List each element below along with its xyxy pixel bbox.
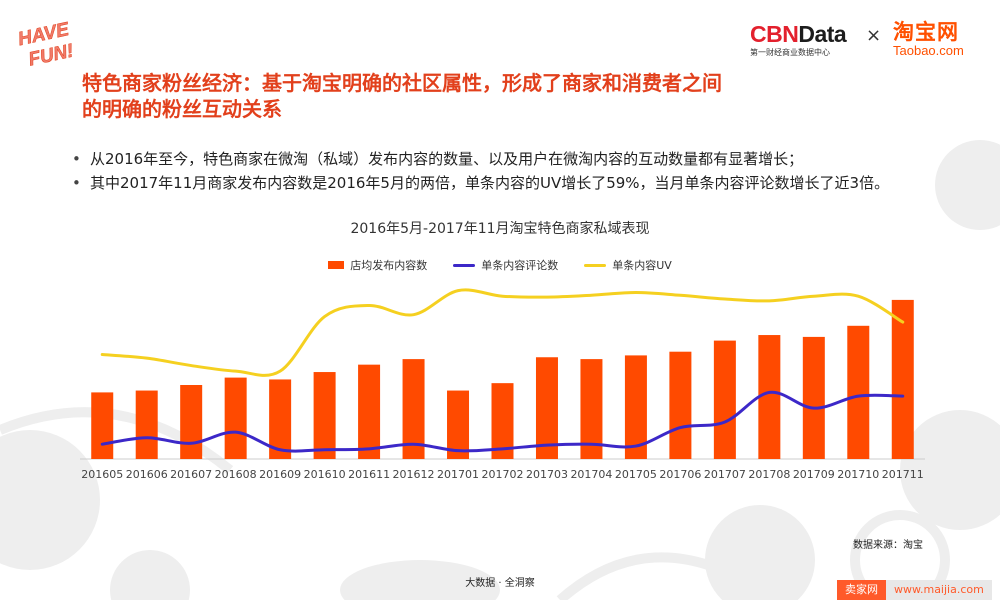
x-tick-label: 201705 xyxy=(615,468,657,481)
cbn-brand-b: Data xyxy=(798,21,847,47)
legend-label-bars: 店均发布内容数 xyxy=(350,259,428,272)
x-tick-label: 201610 xyxy=(304,468,346,481)
legend-swatch-comments xyxy=(453,263,476,267)
page-title: 特色商家粉丝经济：基于淘宝明确的社区属性，形成了商家和消费者之间 的明确的粉丝互… xyxy=(82,70,882,122)
legend-swatch-bars xyxy=(328,261,345,269)
bar xyxy=(535,357,558,459)
x-tick-label: 201707 xyxy=(704,468,746,481)
bullet-list: 从2016年至今，特色商家在微淘（私域）发布内容的数量、以及用户在微淘内容的互动… xyxy=(70,148,950,196)
x-tick-label: 201704 xyxy=(570,468,612,481)
taobao-logo: 淘宝网 Taobao.com xyxy=(893,20,983,58)
uv-line xyxy=(100,288,905,377)
footer-slogan: 大数据 · 全洞察 xyxy=(465,578,535,589)
bar xyxy=(802,336,825,459)
bar xyxy=(847,325,870,459)
watermark: 卖家网 www.maijia.com xyxy=(837,580,992,600)
x-tick-label: 201709 xyxy=(793,468,835,481)
watermark-url: www.maijia.com xyxy=(886,580,992,600)
times-sign: × xyxy=(866,25,882,46)
x-tick-label: 201612 xyxy=(393,468,435,481)
legend-swatch-uv xyxy=(584,263,607,267)
page-title-line-1: 特色商家粉丝经济：基于淘宝明确的社区属性，形成了商家和消费者之间 xyxy=(82,71,722,95)
bullet-item: 从2016年至今，特色商家在微淘（私域）发布内容的数量、以及用户在微淘内容的互动… xyxy=(70,148,950,170)
cbndata-logo: CBNData 第一财经商业数据中心 xyxy=(750,22,860,58)
taobao-brand: 淘宝网 xyxy=(893,20,959,44)
x-tick-label: 201708 xyxy=(748,468,790,481)
x-tick-label: 201706 xyxy=(659,468,701,481)
taobao-subtitle: Taobao.com xyxy=(893,43,964,58)
bar xyxy=(358,364,381,459)
bar xyxy=(224,377,247,459)
x-tick-label: 201710 xyxy=(837,468,879,481)
legend-label-comments: 单条内容评论数 xyxy=(481,259,559,272)
data-source: 数据来源：淘宝 xyxy=(853,540,923,551)
bar xyxy=(269,379,292,459)
legend-label-uv: 单条内容UV xyxy=(612,259,672,272)
watermark-site-name: 卖家网 xyxy=(837,580,886,600)
bar xyxy=(713,340,736,459)
legend-item-bars: 店均发布内容数 xyxy=(328,257,427,273)
bar xyxy=(669,351,692,459)
legend-item-uv: 单条内容UV xyxy=(584,257,672,273)
chart-legend: 店均发布内容数 单条内容评论数 单条内容UV xyxy=(0,257,1000,273)
bar xyxy=(491,383,514,459)
x-tick-label: 201702 xyxy=(482,468,524,481)
x-tick-label: 201701 xyxy=(437,468,479,481)
comments-line xyxy=(100,390,905,453)
bar xyxy=(180,385,203,459)
x-tick-label: 201703 xyxy=(526,468,568,481)
bar xyxy=(91,392,114,459)
x-tick-label: 201609 xyxy=(259,468,301,481)
bar xyxy=(135,390,158,459)
bar xyxy=(624,355,647,459)
x-tick-label: 201711 xyxy=(882,468,924,481)
bar xyxy=(447,390,470,459)
bar xyxy=(313,372,336,459)
have-fun-logo: HAVE FUN! xyxy=(16,19,76,71)
bar xyxy=(891,299,914,459)
bar xyxy=(580,359,603,459)
x-tick-label: 201607 xyxy=(170,468,212,481)
cbn-subtitle: 第一财经商业数据中心 xyxy=(750,48,830,57)
page-title-line-2: 的明确的粉丝互动关系 xyxy=(82,97,282,121)
x-tick-label: 201606 xyxy=(126,468,168,481)
x-tick-label: 201611 xyxy=(348,468,390,481)
bar xyxy=(402,359,425,459)
chart-title: 2016年5月-2017年11月淘宝特色商家私域表现 xyxy=(350,221,650,237)
bullet-item: 其中2017年11月商家发布内容数是2016年5月的两倍，单条内容的UV增长了5… xyxy=(70,172,950,194)
legend-item-comments: 单条内容评论数 xyxy=(453,257,558,273)
x-tick-label: 201605 xyxy=(81,468,123,481)
bar xyxy=(758,335,781,459)
x-tick-label: 201608 xyxy=(215,468,257,481)
cbn-brand-a: CBN xyxy=(750,21,799,47)
